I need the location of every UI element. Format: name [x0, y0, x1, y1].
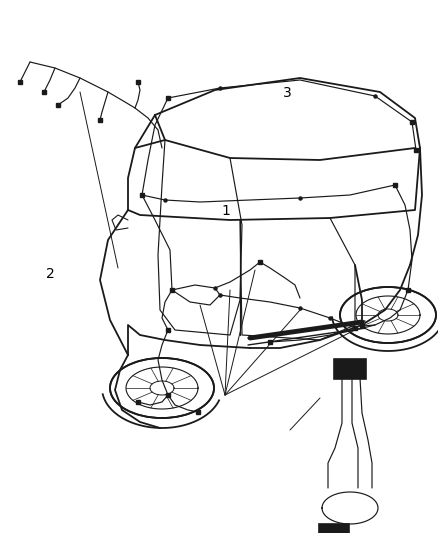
Text: 2: 2: [46, 268, 55, 281]
Ellipse shape: [110, 358, 214, 418]
FancyBboxPatch shape: [334, 359, 366, 379]
Ellipse shape: [340, 287, 436, 343]
FancyBboxPatch shape: [319, 524, 349, 533]
Text: 1: 1: [221, 204, 230, 217]
Text: 3: 3: [283, 86, 291, 100]
